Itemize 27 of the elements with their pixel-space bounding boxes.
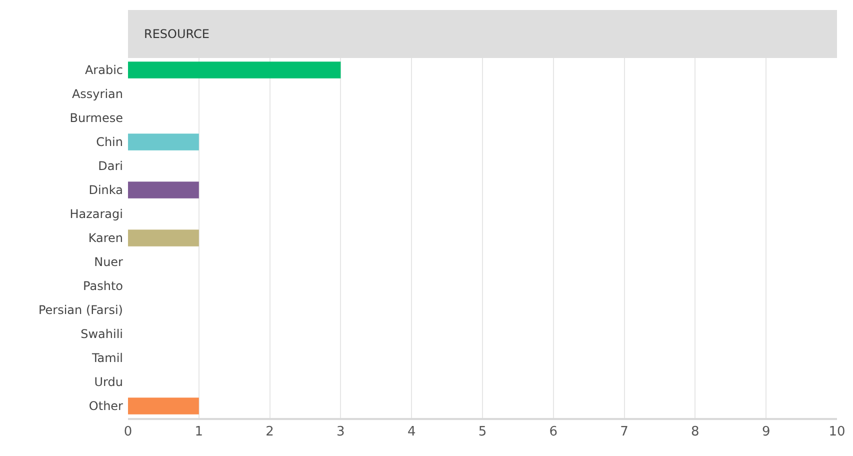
y-tick-label: Assyrian xyxy=(72,87,123,102)
y-tick-label: Hazaragi xyxy=(70,207,123,222)
y-tick-label: Burmese xyxy=(70,111,123,126)
x-tick-label: 3 xyxy=(336,424,345,440)
x-tick-label: 5 xyxy=(478,424,487,440)
y-tick-label: Dari xyxy=(98,159,123,174)
y-tick-label: Other xyxy=(88,399,124,414)
y-tick-label: Chin xyxy=(96,135,123,150)
x-tick-label: 8 xyxy=(691,424,700,440)
y-tick-label: Persian (Farsi) xyxy=(38,303,123,318)
x-tick-label: 2 xyxy=(266,424,274,440)
y-tick-label: Pashto xyxy=(83,279,123,294)
y-tick-label: Arabic xyxy=(84,63,123,78)
y-tick-label: Dinka xyxy=(88,183,123,198)
x-tick-label: 6 xyxy=(549,424,558,440)
y-tick-label: Tamil xyxy=(90,351,123,366)
x-tick-label: 10 xyxy=(828,424,846,440)
x-tick-label: 0 xyxy=(124,424,132,440)
x-tick-label: 7 xyxy=(620,424,628,440)
x-tick-label: 9 xyxy=(762,424,770,440)
y-tick-label: Nuer xyxy=(94,255,124,270)
x-tick-label: 1 xyxy=(194,424,204,440)
y-tick-label: Swahili xyxy=(80,327,123,342)
chart-title: RESOURCE xyxy=(144,27,210,41)
y-tick-label: Karen xyxy=(88,231,123,246)
x-tick-label: 4 xyxy=(407,424,416,440)
y-tick-label: Urdu xyxy=(94,375,123,390)
